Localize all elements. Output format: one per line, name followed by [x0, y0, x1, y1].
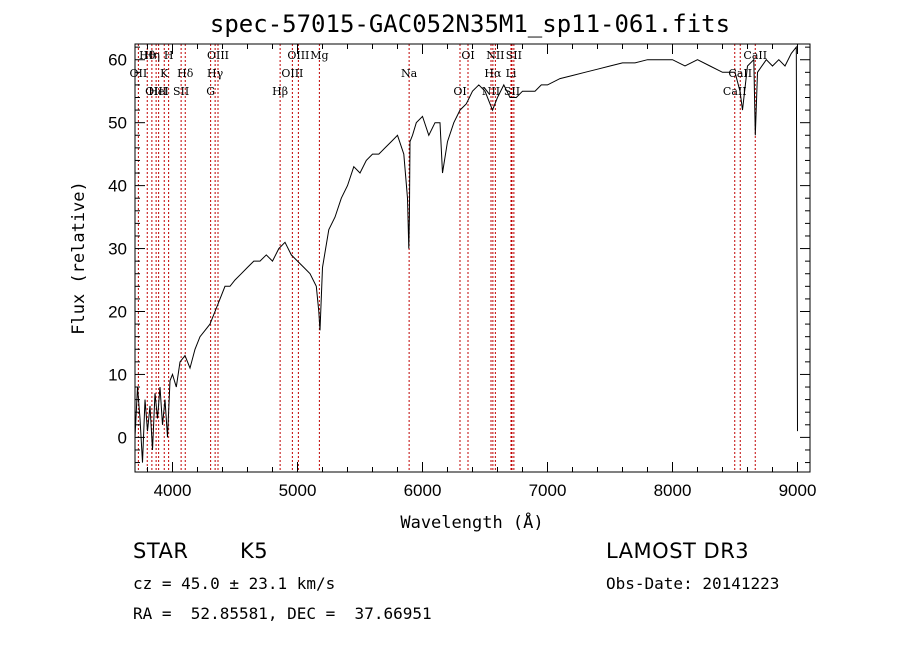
x-axis-label: Wavelength (Å) [400, 511, 543, 533]
ref-line-label-0: Hθ [139, 49, 156, 62]
ref-line-label-25: CaII [728, 67, 752, 80]
object-class: STAR [133, 539, 189, 563]
ref-line-label-12: OIII [287, 49, 309, 62]
redshift-velocity: cz = 45.0 ± 23.1 km/s [133, 574, 336, 593]
ref-line-label-21: NII [486, 49, 504, 62]
survey-name: LAMOST DR3 [606, 539, 750, 563]
y-tick-label-60: 60 [108, 51, 127, 70]
y-axis-label: Flux (relative) [69, 181, 89, 335]
ref-line-label-13: OIII [281, 67, 303, 80]
ref-line-label-19: Hα [484, 67, 502, 80]
ref-line-label-14: Hβ [272, 85, 288, 98]
ref-line-label-11: G [206, 85, 215, 98]
spectrum-chart: spec-57015-GAC052N35M1_sp11-061.fits Hθ O… [69, 10, 817, 533]
sky-coordinates: RA = 52.85581, DEC = 37.66951 [133, 604, 432, 623]
y-tick-label-0: 0 [118, 428, 127, 447]
ref-line-label-3: Hη [144, 49, 160, 62]
y-tick-label-20: 20 [108, 303, 127, 322]
ref-line-label-18: OI [461, 49, 474, 62]
chart-title: spec-57015-GAC052N35M1_sp11-061.fits [210, 10, 730, 38]
reference-lines [137, 44, 756, 472]
x-tick-label-9000: 9000 [779, 481, 817, 500]
x-axis-ticks: 4000 5000 6000 7000 8000 9000 [147, 44, 817, 500]
x-tick-label-7000: 7000 [529, 481, 567, 500]
x-tick-label-6000: 6000 [404, 481, 442, 500]
ref-line-label-16: Na [401, 67, 418, 80]
plot-frame [134, 43, 811, 473]
ref-line-label-7: Hδ [177, 67, 194, 80]
reference-line-labels: Hθ OII OIII HηK HeI HHδ SII OIII Hγ G OIII OIII Hβ Mg… [130, 49, 768, 98]
x-tick-label-4000: 4000 [154, 481, 192, 500]
ref-line-label-4: K [160, 67, 169, 80]
ref-line-label-24: SII [506, 49, 522, 62]
ref-line-label-20: SII [504, 85, 520, 98]
ref-line-label-2: OIII [145, 85, 167, 98]
x-tick-label-8000: 8000 [654, 481, 692, 500]
object-subclass: K5 [240, 539, 269, 563]
y-axis-ticks: 0 10 20 30 40 50 60 [108, 46, 810, 464]
observation-date: Obs-Date: 20141223 [606, 574, 780, 593]
ref-line-label-1: OII [130, 67, 148, 80]
y-tick-label-50: 50 [108, 114, 127, 133]
ref-line-label-27: CaII [743, 49, 767, 62]
ref-line-label-22: Li [506, 67, 517, 80]
spectrum-line [134, 45, 798, 463]
ref-line-label-9: OIII [207, 49, 229, 62]
y-tick-label-30: 30 [108, 240, 127, 259]
ref-line-label-17: OI [453, 85, 466, 98]
ref-line-label-15: Mg [310, 49, 328, 62]
y-tick-label-40: 40 [108, 177, 127, 196]
ref-line-label-5: HeI [148, 85, 168, 98]
ref-line-label-6: H [164, 49, 174, 62]
x-tick-label-5000: 5000 [279, 481, 317, 500]
y-tick-label-10: 10 [108, 365, 127, 384]
ref-line-label-10: Hγ [207, 67, 224, 80]
ref-line-label-26: CaII [723, 85, 747, 98]
ref-line-label-8: SII [173, 85, 189, 98]
